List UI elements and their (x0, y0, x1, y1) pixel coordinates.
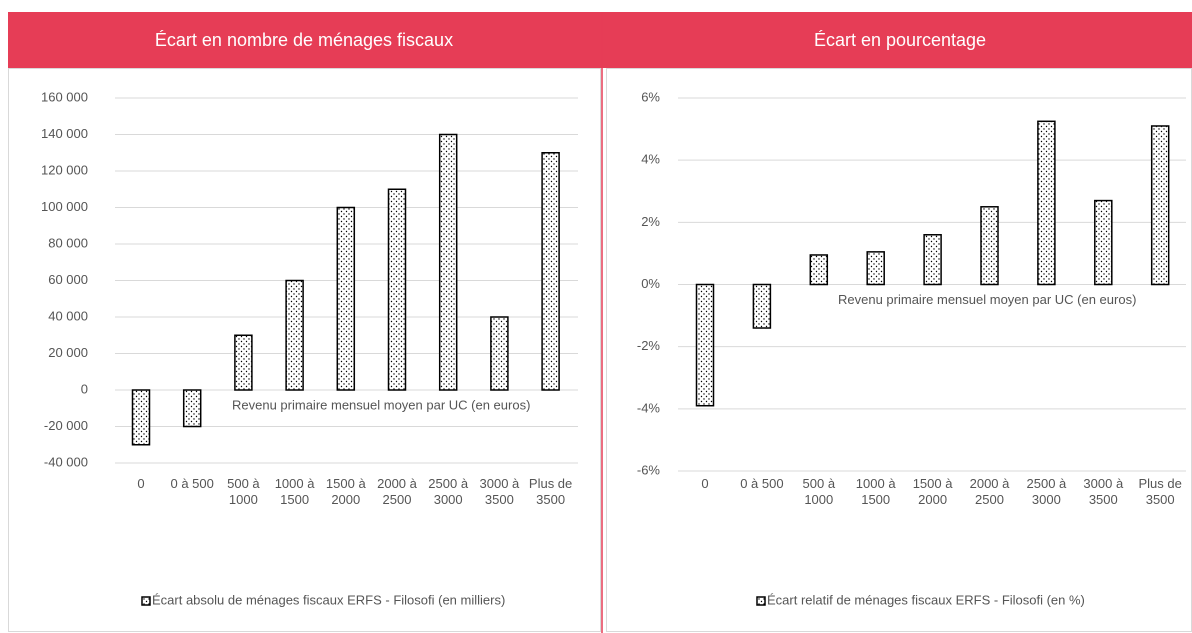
bar (980, 206, 999, 286)
x-tick-label: 1500 à 2000 (912, 476, 953, 507)
chart-title: Écart en nombre de ménages fiscaux (155, 30, 453, 50)
bar (1037, 120, 1056, 286)
x-tick-label: Plus de 3500 (1138, 476, 1182, 507)
bar (438, 133, 458, 391)
bar (866, 251, 885, 286)
y-tick-label: 2% (641, 214, 660, 229)
bar (923, 234, 942, 286)
y-tick-label: -20 000 (44, 418, 88, 433)
y-tick-label: 60 000 (48, 272, 88, 287)
x-tick-label: 3000 à 3500 (479, 476, 520, 507)
legend-label: Écart relatif de ménages fiscaux ERFS - … (767, 592, 1085, 607)
x-tick-label: 1500 à 2000 (325, 476, 366, 507)
panel (8, 68, 601, 632)
y-tick-label: -6% (637, 462, 661, 477)
y-tick-label: -2% (637, 338, 661, 353)
bar (752, 283, 772, 329)
bar (541, 152, 560, 391)
y-tick-label: 4% (641, 152, 660, 167)
y-tick-label: -40 000 (44, 454, 88, 469)
x-tick-label: 500 à 1000 (802, 476, 836, 507)
bar (490, 316, 509, 391)
legend-swatch (141, 596, 151, 606)
bar (1094, 199, 1113, 286)
x-tick-label: 2000 à 2500 (969, 476, 1010, 507)
bar (131, 389, 151, 446)
x-tick-label: 0 à 500 (740, 476, 784, 491)
x-axis-label: Revenu primaire mensuel moyen par UC (en… (838, 292, 1136, 307)
x-tick-label: 0 à 500 (170, 476, 214, 491)
bar (182, 389, 202, 428)
x-tick-label: Plus de 3500 (528, 476, 573, 507)
x-tick-label: 1000 à 1500 (855, 476, 896, 507)
y-tick-label: 20 000 (48, 345, 88, 360)
x-tick-label: 500 à 1000 (227, 476, 260, 507)
y-tick-label: -4% (637, 400, 661, 415)
x-tick-label: 0 (701, 476, 709, 491)
y-tick-label: 6% (641, 89, 660, 104)
bar (1150, 125, 1170, 286)
chart-title: Écart en pourcentage (814, 30, 986, 50)
y-tick-label: 160 000 (41, 89, 88, 104)
legend-label: Écart absolu de ménages fiscaux ERFS - F… (152, 592, 505, 607)
bar (695, 283, 715, 407)
legend-swatch (756, 596, 766, 606)
x-tick-label: 2000 à 2500 (377, 476, 417, 507)
y-tick-label: 0% (641, 276, 660, 291)
header-bar (8, 12, 1192, 68)
x-tick-label: 2500 à 3000 (1026, 476, 1067, 507)
bar (336, 206, 356, 391)
y-tick-label: 0 (81, 381, 88, 396)
bar (387, 188, 407, 391)
bar (234, 334, 253, 391)
x-tick-label: 0 (137, 476, 145, 491)
panel (606, 68, 1192, 632)
bar (809, 254, 829, 286)
y-tick-label: 140 000 (41, 126, 88, 141)
y-tick-label: 40 000 (48, 308, 88, 323)
x-tick-label: 3000 à 3500 (1083, 476, 1124, 507)
x-tick-label: 2500 à 3000 (428, 476, 469, 507)
x-axis-label: Revenu primaire mensuel moyen par UC (en… (232, 397, 530, 412)
bar (285, 279, 304, 391)
y-tick-label: 80 000 (48, 235, 88, 250)
y-tick-label: 100 000 (41, 199, 88, 214)
y-tick-label: 120 000 (41, 162, 88, 177)
x-tick-label: 1000 à 1500 (274, 476, 315, 507)
